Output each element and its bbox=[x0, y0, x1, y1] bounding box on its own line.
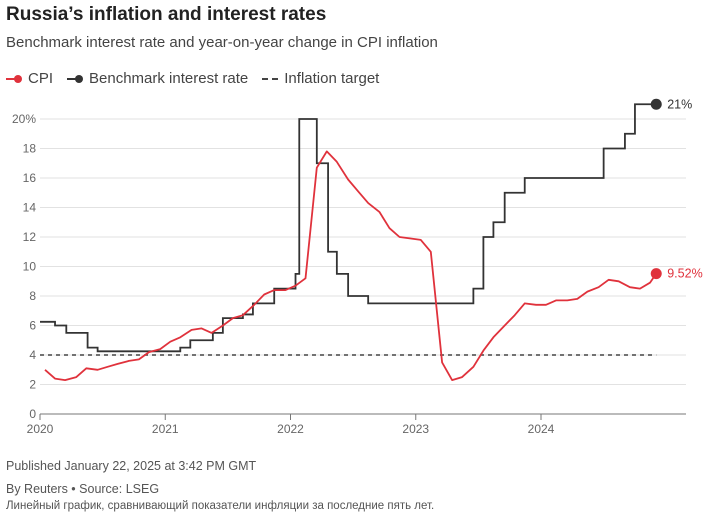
y-tick-label: 6 bbox=[29, 319, 36, 333]
legend-label-target: Inflation target bbox=[284, 70, 380, 87]
x-tick-label: 2022 bbox=[277, 422, 304, 436]
chart-title: Russia’s inflation and interest rates bbox=[6, 4, 327, 25]
y-tick-label: 2 bbox=[29, 378, 36, 392]
legend: CPI Benchmark interest rate Inflation ta… bbox=[6, 70, 393, 87]
y-tick-label: 10 bbox=[23, 260, 37, 274]
legend-label-rate: Benchmark interest rate bbox=[89, 70, 249, 87]
x-tick-label: 2023 bbox=[402, 422, 429, 436]
x-tick-label: 2020 bbox=[27, 422, 54, 436]
source-credit: By Reuters • Source: LSEG bbox=[6, 482, 160, 496]
cpi-end-label: 9.52% bbox=[667, 267, 702, 281]
line-chart: 0 2 4 6 8 10 12 14 16 18 20% 2020 2021 2022 2023 2024 21… bbox=[12, 97, 703, 436]
y-tick-label: 8 bbox=[29, 289, 36, 303]
legend-item-target: Inflation target bbox=[262, 70, 379, 87]
x-tick-label: 2021 bbox=[152, 422, 179, 436]
x-tick-label: 2024 bbox=[528, 422, 555, 436]
y-tick-label: 16 bbox=[23, 171, 37, 185]
legend-item-rate: Benchmark interest rate bbox=[67, 70, 248, 87]
y-tick-label: 0 bbox=[29, 407, 36, 421]
benchmark-rate-end-label: 21% bbox=[667, 97, 692, 111]
y-tick-label: 12 bbox=[23, 230, 37, 244]
target-legend-swatch bbox=[262, 74, 279, 84]
legend-label-cpi: CPI bbox=[28, 70, 54, 87]
cpi-line bbox=[44, 150, 657, 382]
legend-item-cpi: CPI bbox=[6, 70, 53, 87]
published-date: Published January 22, 2025 at 3:42 PM GM… bbox=[6, 459, 257, 473]
rate-legend-swatch bbox=[67, 74, 84, 84]
y-tick-label: 4 bbox=[29, 348, 36, 362]
alt-text-caption: Линейный график, сравнивающий показатели… bbox=[6, 500, 435, 512]
y-tick-label: 20% bbox=[12, 112, 36, 126]
benchmark-rate-end-point bbox=[650, 98, 662, 110]
y-tick-label: 18 bbox=[23, 142, 37, 156]
benchmark-rate-line bbox=[40, 103, 657, 353]
y-tick-label: 14 bbox=[23, 201, 37, 215]
cpi-legend-swatch bbox=[6, 74, 22, 84]
chart-subtitle: Benchmark interest rate and year-on-year… bbox=[6, 34, 438, 51]
cpi-end-point bbox=[650, 268, 662, 280]
